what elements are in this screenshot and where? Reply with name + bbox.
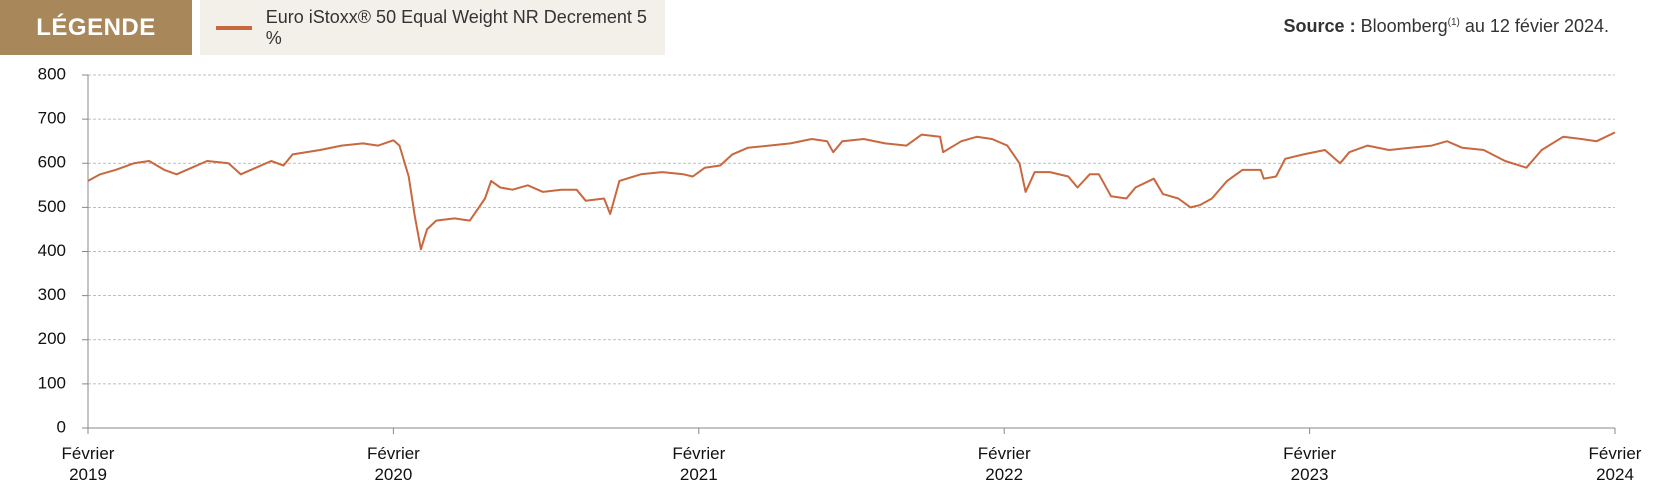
x-tick-label: Février 2020: [366, 444, 420, 484]
source-rest: au 12 févier 2024.: [1464, 16, 1609, 36]
legend-swatch: [216, 25, 252, 30]
y-tick-label: 200: [38, 329, 66, 348]
y-tick-label: 800: [38, 64, 66, 83]
y-tick-label: 300: [38, 285, 66, 304]
legend-label: Euro iStoxx® 50 Equal Weight NR Decremen…: [265, 6, 647, 48]
x-tick-label: Février 2024: [1588, 444, 1642, 484]
y-tick-label: 400: [38, 241, 66, 260]
source-note: (1): [1447, 17, 1460, 28]
x-tick-label: Février 2022: [977, 444, 1031, 484]
y-tick-label: 700: [38, 109, 66, 128]
x-tick-label: Février 2021: [672, 444, 726, 484]
x-tick-label: Février 2023: [1283, 444, 1337, 484]
legend-tag: LÉGENDE: [0, 0, 192, 55]
y-tick-label: 600: [38, 153, 66, 172]
source: Source : Bloomberg(1) au 12 févier 2024.: [1284, 16, 1609, 37]
source-text: Bloomberg: [1360, 16, 1448, 36]
series-line: [87, 131, 1616, 251]
y-tick-label: 500: [38, 197, 66, 216]
x-tick-label: Février 2019: [61, 444, 115, 484]
source-label: Source :: [1283, 16, 1356, 36]
y-tick-label: 0: [57, 417, 66, 436]
y-tick-label: 100: [38, 373, 66, 392]
legend: Euro iStoxx® 50 Equal Weight NR Decremen…: [200, 0, 665, 55]
